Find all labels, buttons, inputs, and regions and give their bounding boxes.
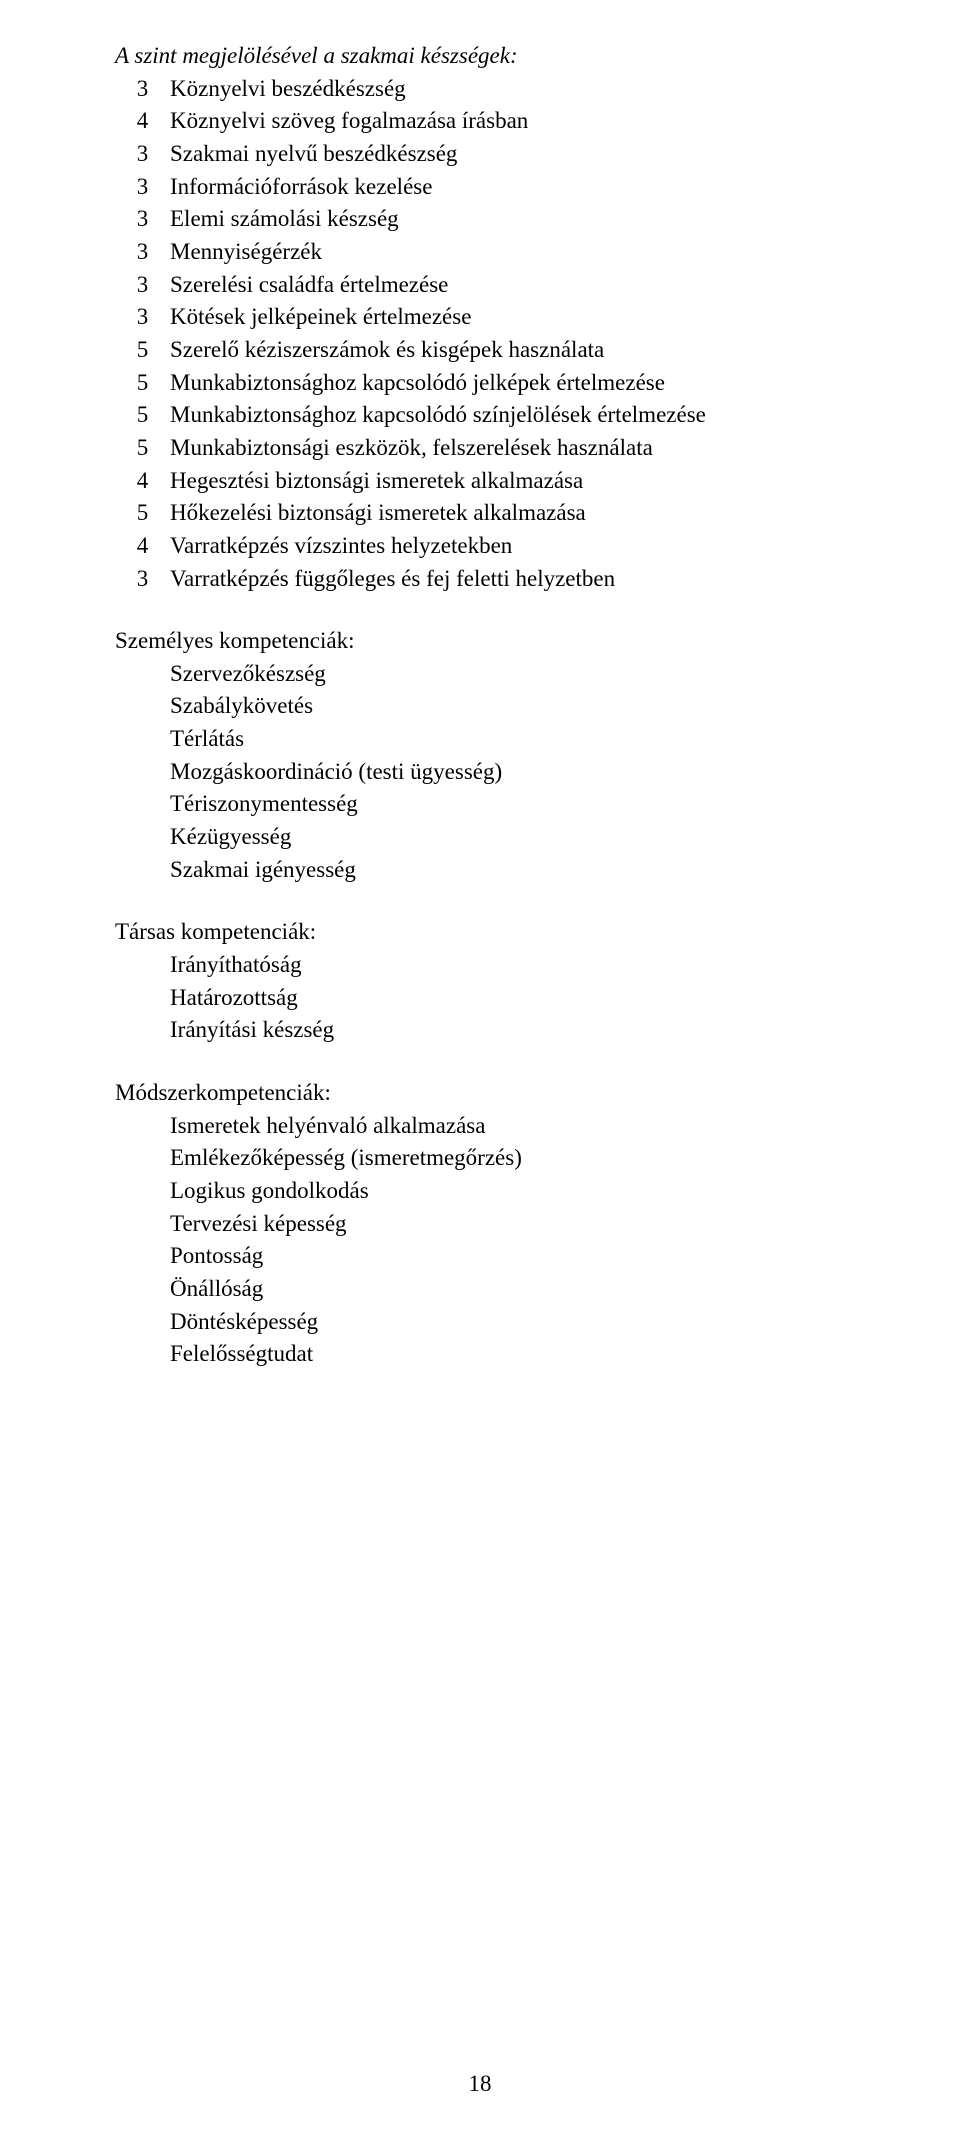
method-list: Ismeretek helyénvaló alkalmazásaEmlékező… xyxy=(170,1110,845,1371)
list-item: Tervezési képesség xyxy=(170,1208,845,1241)
skill-row: 3Kötések jelképeinek értelmezése xyxy=(115,301,845,334)
list-item: Pontosság xyxy=(170,1240,845,1273)
skill-text: Munkabiztonsági eszközök, felszerelések … xyxy=(170,432,845,465)
skill-level: 5 xyxy=(115,399,170,432)
skill-text: Hőkezelési biztonsági ismeretek alkalmaz… xyxy=(170,497,845,530)
skill-row: 4Hegesztési biztonsági ismeretek alkalma… xyxy=(115,465,845,498)
skill-level: 3 xyxy=(115,563,170,596)
page-number: 18 xyxy=(0,2068,960,2101)
skill-level: 3 xyxy=(115,73,170,106)
skill-text: Varratképzés függőleges és fej feletti h… xyxy=(170,563,845,596)
skill-level: 3 xyxy=(115,171,170,204)
skill-text: Köznyelvi beszédkészség xyxy=(170,73,845,106)
skill-row: 3Varratképzés függőleges és fej feletti … xyxy=(115,563,845,596)
skill-level: 5 xyxy=(115,497,170,530)
skill-row: 4Varratképzés vízszintes helyzetekben xyxy=(115,530,845,563)
skill-row: 3Szakmai nyelvű beszédkészség xyxy=(115,138,845,171)
skill-level: 4 xyxy=(115,530,170,563)
skill-text: Információforrások kezelése xyxy=(170,171,845,204)
skill-text: Hegesztési biztonsági ismeretek alkalmaz… xyxy=(170,465,845,498)
skill-row: 3Elemi számolási készség xyxy=(115,203,845,236)
skill-level: 5 xyxy=(115,432,170,465)
skill-text: Szakmai nyelvű beszédkészség xyxy=(170,138,845,171)
list-item: Határozottság xyxy=(170,982,845,1015)
list-item: Irányítási készség xyxy=(170,1014,845,1047)
list-item: Döntésképesség xyxy=(170,1306,845,1339)
skill-row: 5Szerelő kéziszerszámok és kisgépek hasz… xyxy=(115,334,845,367)
skill-row: 5Hőkezelési biztonsági ismeretek alkalma… xyxy=(115,497,845,530)
skill-row: 3Köznyelvi beszédkészség xyxy=(115,73,845,106)
list-item: Ismeretek helyénvaló alkalmazása xyxy=(170,1110,845,1143)
list-item: Szakmai igényesség xyxy=(170,854,845,887)
skill-text: Szerelő kéziszerszámok és kisgépek haszn… xyxy=(170,334,845,367)
page-title: A szint megjelölésével a szakmai készség… xyxy=(115,40,845,73)
skill-text: Szerelési családfa értelmezése xyxy=(170,269,845,302)
skill-text: Kötések jelképeinek értelmezése xyxy=(170,301,845,334)
skill-text: Munkabiztonsághoz kapcsolódó jelképek ér… xyxy=(170,367,845,400)
skill-row: 3Információforrások kezelése xyxy=(115,171,845,204)
skill-row: 5Munkabiztonsághoz kapcsolódó színjelölé… xyxy=(115,399,845,432)
list-item: Szabálykövetés xyxy=(170,690,845,723)
skills-list: 3Köznyelvi beszédkészség4Köznyelvi szöve… xyxy=(115,73,845,596)
skill-text: Köznyelvi szöveg fogalmazása írásban xyxy=(170,105,845,138)
skill-row: 3Szerelési családfa értelmezése xyxy=(115,269,845,302)
skill-level: 5 xyxy=(115,334,170,367)
skill-row: 5Munkabiztonsági eszközök, felszerelések… xyxy=(115,432,845,465)
list-item: Irányíthatóság xyxy=(170,949,845,982)
skill-level: 5 xyxy=(115,367,170,400)
skill-text: Munkabiztonsághoz kapcsolódó színjelölés… xyxy=(170,399,845,432)
list-item: Térlátás xyxy=(170,723,845,756)
skill-level: 3 xyxy=(115,236,170,269)
skill-text: Varratképzés vízszintes helyzetekben xyxy=(170,530,845,563)
social-heading: Társas kompetenciák: xyxy=(115,916,845,949)
list-item: Logikus gondolkodás xyxy=(170,1175,845,1208)
skill-text: Elemi számolási készség xyxy=(170,203,845,236)
skill-level: 4 xyxy=(115,465,170,498)
social-list: IrányíthatóságHatározottságIrányítási ké… xyxy=(170,949,845,1047)
skill-text: Mennyiségérzék xyxy=(170,236,845,269)
list-item: Tériszonymentesség xyxy=(170,788,845,821)
skill-level: 3 xyxy=(115,301,170,334)
list-item: Kézügyesség xyxy=(170,821,845,854)
skill-level: 3 xyxy=(115,269,170,302)
personal-heading: Személyes kompetenciák: xyxy=(115,625,845,658)
personal-list: SzervezőkészségSzabálykövetésTérlátásMoz… xyxy=(170,658,845,887)
skill-level: 4 xyxy=(115,105,170,138)
list-item: Szervezőkészség xyxy=(170,658,845,691)
list-item: Önállóság xyxy=(170,1273,845,1306)
list-item: Emlékezőképesség (ismeretmegőrzés) xyxy=(170,1142,845,1175)
skill-row: 5Munkabiztonsághoz kapcsolódó jelképek é… xyxy=(115,367,845,400)
skill-level: 3 xyxy=(115,138,170,171)
list-item: Felelősségtudat xyxy=(170,1338,845,1371)
skill-level: 3 xyxy=(115,203,170,236)
skill-row: 3Mennyiségérzék xyxy=(115,236,845,269)
method-heading: Módszerkompetenciák: xyxy=(115,1077,845,1110)
list-item: Mozgáskoordináció (testi ügyesség) xyxy=(170,756,845,789)
skill-row: 4Köznyelvi szöveg fogalmazása írásban xyxy=(115,105,845,138)
